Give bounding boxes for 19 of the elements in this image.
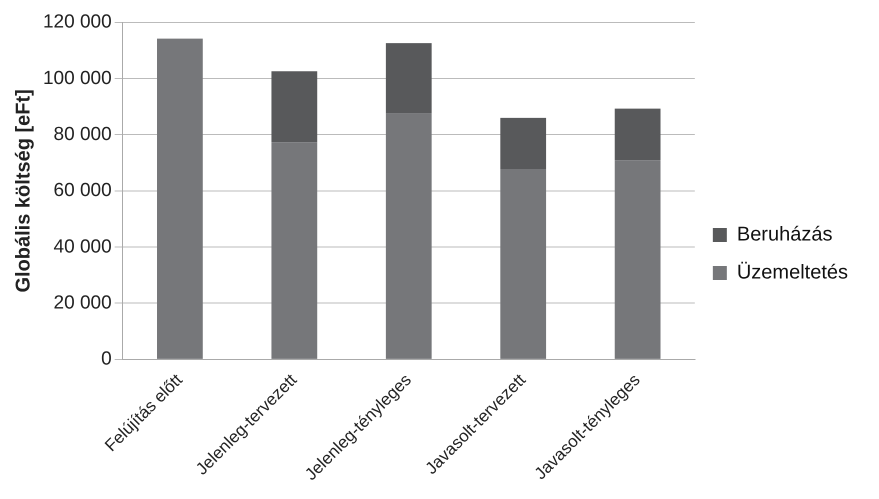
y-tick-label: 20 000 xyxy=(54,292,112,314)
y-tick-label: 100 000 xyxy=(42,68,112,89)
bar xyxy=(271,71,318,142)
y-tick-label: 120 000 xyxy=(42,12,112,33)
bar xyxy=(500,118,546,169)
bar xyxy=(271,142,318,359)
bar xyxy=(500,168,546,359)
bar xyxy=(157,38,203,359)
legend-label: Üzemeltetés xyxy=(736,262,848,284)
bar xyxy=(386,113,432,359)
y-axis-title: Globális költség [eFt] xyxy=(12,89,35,293)
bar xyxy=(614,108,661,160)
y-tick-label: 40 000 xyxy=(54,236,112,258)
y-tick-label: 80 000 xyxy=(54,124,112,145)
bar xyxy=(614,160,661,359)
y-tick-label: 60 000 xyxy=(54,180,112,202)
bar xyxy=(386,43,432,114)
legend-label: Beruházás xyxy=(736,224,832,246)
y-tick-label: 0 xyxy=(101,348,112,370)
